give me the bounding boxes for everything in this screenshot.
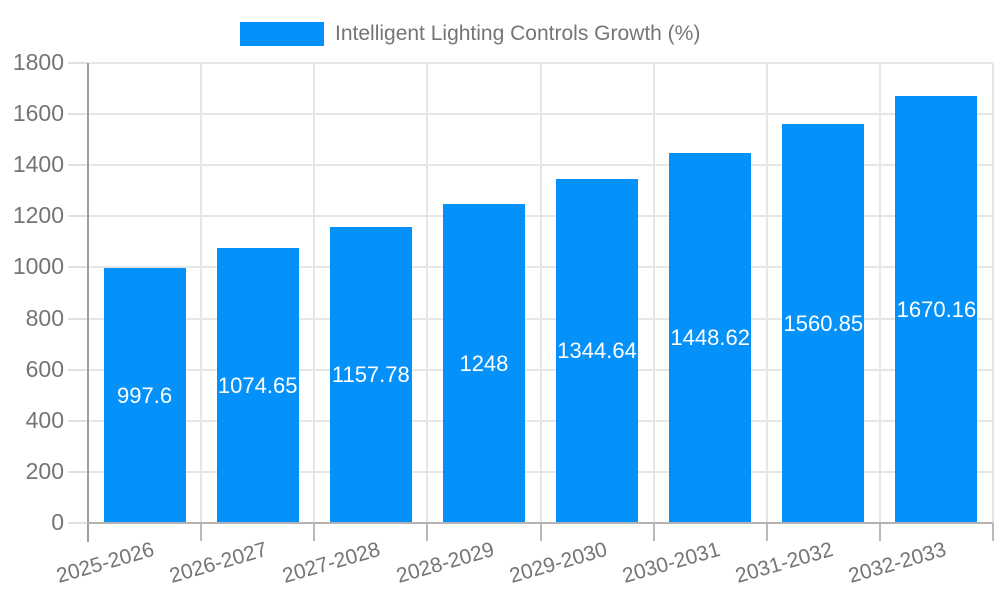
gridline-vertical <box>765 63 768 523</box>
bar-value-label: 1074.65 <box>217 372 298 398</box>
y-tick-mark <box>68 215 88 218</box>
x-axis-tick-label: 2027-2028 <box>280 538 384 588</box>
x-tick-mark <box>426 523 429 541</box>
x-axis-line <box>87 522 993 524</box>
y-tick-mark <box>68 62 88 64</box>
y-axis-tick-label: 1800 <box>12 48 64 75</box>
x-axis-tick-label: 2031-2032 <box>732 538 836 588</box>
y-axis-tick-label: 400 <box>25 406 64 433</box>
y-tick-mark <box>68 266 88 269</box>
bar-value-label: 1344.64 <box>557 338 637 364</box>
y-tick-mark <box>68 419 88 422</box>
y-axis-tick-label: 1400 <box>12 151 64 178</box>
x-axis-tick-label: 2026-2027 <box>167 538 271 588</box>
x-tick-mark <box>652 523 655 541</box>
bar-value-label: 1560.85 <box>783 310 864 336</box>
legend-label: Intelligent Lighting Controls Growth (%) <box>335 22 701 45</box>
bar-value-label: 997.6 <box>117 382 173 408</box>
y-axis-tick-label: 800 <box>25 304 64 331</box>
gridline-vertical <box>426 63 429 523</box>
bar-2026-2027[interactable] <box>216 248 299 522</box>
gridline-vertical <box>313 63 316 523</box>
bar-2030-2031[interactable] <box>669 152 752 522</box>
bar-value-label: 1670.16 <box>896 296 977 322</box>
bar-2032-2033[interactable] <box>895 96 978 522</box>
legend-swatch <box>240 22 324 46</box>
bar-2031-2032[interactable] <box>782 124 865 522</box>
y-axis-line <box>87 63 89 542</box>
x-tick-mark <box>313 523 316 541</box>
x-axis-tick-label: 2032-2033 <box>845 538 949 588</box>
bar-2025-2026[interactable] <box>103 268 186 522</box>
bar-2027-2028[interactable] <box>329 227 412 522</box>
bar-value-label: 1448.62 <box>670 324 750 350</box>
x-tick-mark <box>200 523 203 541</box>
y-axis-tick-label: 1600 <box>12 100 64 127</box>
y-tick-mark <box>68 470 88 473</box>
x-axis-tick-label: 2025-2026 <box>54 538 157 588</box>
legend[interactable]: Intelligent Lighting Controls Growth (%) <box>240 22 700 46</box>
y-axis-tick-label: 200 <box>25 457 64 484</box>
bar-2029-2030[interactable] <box>556 179 639 522</box>
y-tick-mark <box>68 317 88 320</box>
bar-value-label: 1248 <box>459 350 509 376</box>
y-tick-mark <box>68 164 88 167</box>
gridline-vertical <box>992 63 994 523</box>
y-tick-mark <box>68 368 88 371</box>
x-axis-tick-label: 2029-2030 <box>506 538 610 588</box>
y-axis-tick-label: 0 <box>51 508 64 535</box>
y-axis-tick-label: 600 <box>25 355 64 382</box>
bar-value-label: 1157.78 <box>331 362 410 388</box>
x-axis-tick-label: 2028-2029 <box>393 538 497 588</box>
y-tick-mark <box>68 113 88 116</box>
gridline-vertical <box>539 63 542 523</box>
x-axis-tick-label: 2030-2031 <box>619 538 723 588</box>
y-axis-tick-label: 1000 <box>12 253 64 280</box>
bar-2028-2029[interactable] <box>442 204 525 522</box>
x-tick-mark <box>539 523 542 541</box>
gridline-vertical <box>200 63 203 523</box>
x-tick-mark <box>878 523 881 541</box>
gridline-vertical <box>652 63 655 523</box>
x-tick-mark <box>765 523 768 541</box>
gridline-vertical <box>878 63 881 523</box>
y-tick-mark <box>68 522 88 524</box>
x-tick-mark <box>992 523 994 541</box>
y-axis-tick-label: 1200 <box>12 202 64 229</box>
